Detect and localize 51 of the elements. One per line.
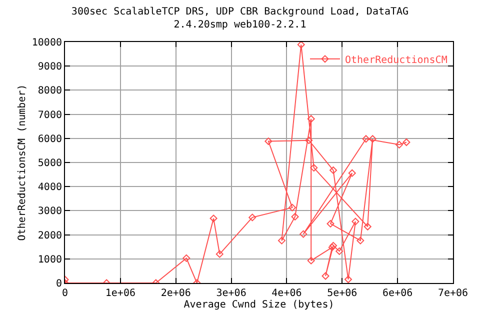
- point: [297, 42, 305, 48]
- point: [210, 214, 218, 222]
- point: [182, 254, 190, 262]
- point: [330, 166, 338, 174]
- point: [300, 230, 308, 238]
- y-tick-label: 3000: [38, 206, 62, 218]
- y-tick-label: 8000: [38, 86, 62, 97]
- x-tick-label: 3e+06: [216, 288, 246, 299]
- chart-subtitle: 2.4.20smp web100-2.2.1: [174, 19, 306, 30]
- point: [362, 135, 370, 143]
- point: [305, 136, 313, 144]
- point: [326, 220, 334, 228]
- y-tick-label: 9000: [38, 62, 62, 73]
- point: [310, 164, 318, 172]
- y-tick-label: 0: [56, 278, 62, 290]
- legend-label: OtherReductionsCM: [345, 54, 448, 66]
- y-tick-label: 2000: [38, 230, 62, 242]
- point: [322, 272, 330, 280]
- x-axis-title: Average Cwnd Size (bytes): [184, 300, 334, 310]
- x-tick-label: 6e+06: [382, 288, 413, 299]
- y-tick-label: 7000: [38, 110, 62, 121]
- point: [264, 138, 272, 146]
- point: [278, 236, 286, 244]
- point: [368, 135, 376, 143]
- x-tick-label: 5e+06: [327, 288, 358, 299]
- y-tick-label: 1000: [38, 254, 62, 266]
- point: [288, 204, 296, 212]
- point: [352, 218, 360, 226]
- point: [364, 222, 372, 230]
- x-tick-label: 2e+06: [160, 288, 191, 299]
- y-tick-label: 10000: [32, 38, 62, 48]
- x-tick-label: 1e+06: [105, 288, 136, 299]
- point: [307, 256, 315, 264]
- x-tick-label: 4e+06: [272, 288, 302, 299]
- point: [356, 236, 364, 244]
- y-tick-label: 6000: [38, 134, 62, 145]
- y-tick-label: 5000: [38, 158, 62, 169]
- point: [248, 214, 256, 222]
- point: [348, 169, 356, 177]
- point: [395, 140, 403, 148]
- y-tick-label: 4000: [38, 182, 62, 194]
- point: [291, 212, 299, 220]
- chart-title: 300sec ScalableTCP DRS, UDP CBR Background Load, DataTAG: [71, 6, 409, 18]
- point: [216, 250, 224, 258]
- point: [336, 247, 344, 255]
- point: [402, 138, 410, 146]
- point: [307, 115, 315, 123]
- x-tick-label: 7e+06: [438, 288, 468, 299]
- y-axis-title: OtherReductionsCM (number): [16, 84, 28, 241]
- point: [344, 276, 352, 283]
- point: [330, 242, 338, 250]
